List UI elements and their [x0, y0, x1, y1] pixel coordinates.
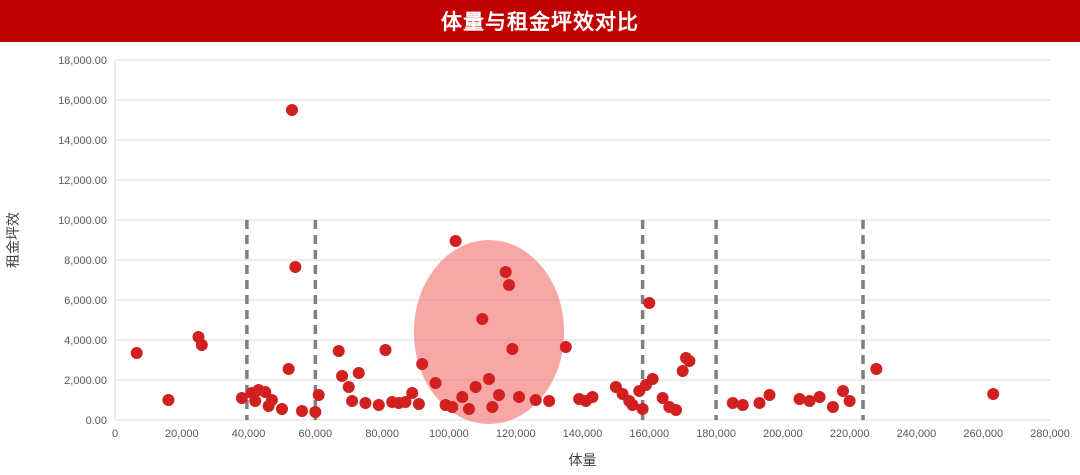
- data-point: [275, 403, 288, 415]
- y-tick-label: 18,000.00: [58, 55, 107, 67]
- data-point: [296, 405, 308, 417]
- data-point: [529, 394, 542, 406]
- data-point: [359, 397, 372, 409]
- x-tick-label: 40,000: [232, 428, 266, 440]
- data-point: [503, 279, 516, 291]
- data-point: [456, 391, 469, 403]
- data-point: [987, 388, 1000, 400]
- data-point: [506, 343, 519, 355]
- data-point: [753, 397, 766, 409]
- data-point: [836, 385, 849, 397]
- y-tick-label: 0.00: [86, 415, 107, 427]
- data-point: [162, 394, 175, 406]
- data-point: [130, 347, 143, 359]
- data-point: [462, 403, 475, 415]
- data-point: [636, 403, 649, 415]
- data-point: [446, 401, 459, 413]
- data-point: [235, 392, 248, 404]
- data-point: [646, 373, 659, 385]
- data-point: [676, 365, 689, 377]
- data-point: [429, 377, 442, 389]
- x-tick-label: 140,000: [563, 428, 603, 440]
- y-tick-label: 12,000.00: [58, 175, 107, 187]
- data-point: [763, 389, 776, 401]
- data-point: [486, 401, 499, 413]
- x-tick-label: 220,000: [830, 428, 870, 440]
- data-point: [406, 387, 419, 399]
- data-point: [493, 389, 506, 401]
- y-tick-label: 2,000.00: [64, 375, 107, 387]
- x-tick-label: 120,000: [496, 428, 536, 440]
- data-point: [342, 381, 355, 393]
- scatter-chart-svg: 0.00 2,000.00 4,000.00 6,000.00 8,000.00 10,0…: [5, 55, 1070, 468]
- data-point: [726, 397, 739, 409]
- data-point: [289, 261, 302, 273]
- data-point: [870, 363, 883, 375]
- data-point: [670, 404, 682, 416]
- data-point: [683, 355, 696, 367]
- data-point: [626, 399, 639, 411]
- x-tick-label: 260,000: [963, 428, 1003, 440]
- data-point: [372, 399, 385, 411]
- data-point: [469, 381, 482, 393]
- data-point: [379, 344, 392, 356]
- y-tick-label: 4,000.00: [64, 335, 107, 347]
- data-point: [826, 401, 839, 413]
- data-point: [312, 389, 325, 401]
- x-tick-label: 180,000: [696, 428, 736, 440]
- data-point: [332, 345, 345, 357]
- y-tick-label: 14,000.00: [58, 135, 107, 147]
- data-point: [483, 373, 495, 385]
- x-tick-label: 20,000: [165, 428, 199, 440]
- data-point: [643, 297, 656, 309]
- data-point: [399, 396, 412, 408]
- x-axis-title: 体量: [569, 452, 597, 468]
- y-tick-label: 10,000.00: [58, 215, 107, 227]
- x-tick-label: 200,000: [763, 428, 803, 440]
- data-point: [195, 339, 208, 351]
- x-tick-label: 60,000: [299, 428, 333, 440]
- x-tick-label: 80,000: [365, 428, 399, 440]
- data-point: [285, 104, 298, 116]
- y-tick-label: 8,000.00: [64, 255, 107, 267]
- y-axis-title: 租金坪效: [5, 212, 21, 268]
- data-point: [543, 395, 556, 407]
- x-tick-label: 240,000: [897, 428, 937, 440]
- data-point: [843, 395, 856, 407]
- chart-area: 0.00 2,000.00 4,000.00 6,000.00 8,000.00 10,0…: [0, 42, 1080, 475]
- data-point: [265, 394, 278, 406]
- data-point: [336, 370, 349, 382]
- title-bar: 体量与租金坪效对比: [0, 0, 1080, 42]
- x-tick-label: 280,000: [1030, 428, 1070, 440]
- data-point: [249, 395, 262, 407]
- data-point: [282, 363, 295, 375]
- x-tick-label: 160,000: [629, 428, 669, 440]
- y-tick-label: 16,000.00: [58, 95, 107, 107]
- data-point: [513, 391, 526, 403]
- data-point: [449, 235, 462, 247]
- data-point: [803, 395, 816, 407]
- data-point: [476, 313, 489, 325]
- data-point: [736, 399, 749, 411]
- data-point: [813, 391, 826, 403]
- data-point: [416, 358, 429, 370]
- data-point: [412, 398, 425, 410]
- data-point: [656, 392, 669, 404]
- data-point: [259, 386, 272, 398]
- data-point: [499, 266, 512, 278]
- data-point: [559, 341, 572, 353]
- y-tick-label: 6,000.00: [64, 295, 107, 307]
- data-point: [793, 393, 806, 405]
- x-tick-label: 100,000: [429, 428, 469, 440]
- x-tick-label: 0: [112, 428, 118, 440]
- chart-title: 体量与租金坪效对比: [441, 11, 639, 34]
- data-point: [309, 406, 322, 418]
- data-point: [352, 367, 365, 379]
- data-point: [586, 391, 599, 403]
- highlight-ellipse: [413, 240, 565, 424]
- data-point: [346, 395, 359, 407]
